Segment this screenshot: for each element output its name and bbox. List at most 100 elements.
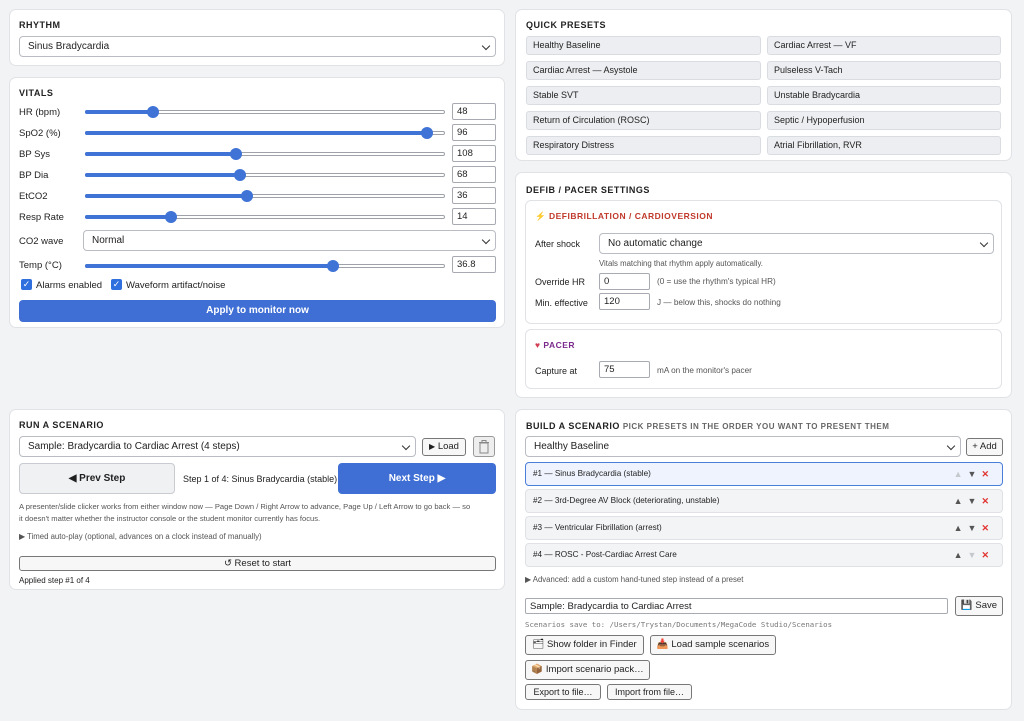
temp-slider[interactable] — [85, 259, 445, 273]
build-preset-select[interactable]: Healthy Baseline — [525, 436, 961, 457]
vital-label: BP Sys — [19, 149, 50, 160]
move-down-icon[interactable]: ▼ — [967, 496, 982, 506]
defib-section: ⚡ DEFIBRILLATION / CARDIOVERSION After s… — [525, 200, 1002, 324]
artifact-label: Waveform artifact/noise — [126, 280, 226, 291]
chevron-down-icon — [481, 235, 491, 245]
slider-thumb[interactable] — [421, 127, 433, 139]
scenario-step-label: #1 — Sinus Bradycardia (stable) — [533, 469, 651, 478]
artifact-checkbox[interactable]: ✓ — [111, 279, 122, 290]
vital-value[interactable]: 108 — [452, 145, 496, 162]
alarms-label: Alarms enabled — [36, 280, 103, 291]
run-card: RUN A SCENARIO Sample: Bradycardia to Ca… — [9, 409, 505, 590]
vital-slider[interactable] — [85, 126, 445, 140]
pacer-section: ♥ PACER Capture at 75 mA on the monitor'… — [525, 329, 1002, 389]
export-file-button[interactable]: Export to file… — [525, 684, 601, 700]
alarms-checkbox[interactable]: ✓ — [21, 279, 32, 290]
add-step-button[interactable]: + Add — [966, 438, 1003, 456]
import-file-button[interactable]: Import from file… — [607, 684, 692, 700]
slider-thumb[interactable] — [230, 148, 243, 160]
chevron-down-icon — [481, 41, 491, 51]
preset-button[interactable]: Atrial Fibrillation, RVR — [767, 136, 1001, 155]
slider-thumb[interactable] — [165, 211, 178, 223]
reset-button[interactable]: ↺ Reset to start — [19, 556, 496, 571]
scenario-name-input[interactable]: Sample: Bradycardia to Cardiac Arrest — [525, 598, 948, 614]
scenario-select[interactable]: Sample: Bradycardia to Cardiac Arrest (4… — [19, 436, 416, 457]
scenario-step[interactable]: #2 — 3rd-Degree AV Block (deteriorating,… — [525, 489, 1003, 513]
preset-button[interactable]: Stable SVT — [526, 86, 761, 105]
delete-button[interactable] — [473, 436, 495, 457]
vital-slider[interactable] — [85, 147, 445, 161]
vital-value[interactable]: 36 — [452, 187, 496, 204]
advanced-toggle[interactable]: ▶ Advanced: add a custom hand-tuned step… — [525, 575, 744, 584]
co2-wave-select[interactable]: Normal — [83, 230, 496, 251]
after-shock-label: After shock — [535, 239, 581, 249]
autoplay-toggle[interactable]: ▶ Timed auto-play (optional, advances on… — [19, 532, 262, 541]
lightning-icon: ⚡ — [535, 211, 547, 221]
preset-button[interactable]: Return of Circulation (ROSC) — [526, 111, 761, 130]
folder-icon: 🗂 — [532, 639, 545, 650]
clicker-help-2: it doesn't matter whether the instructor… — [19, 514, 321, 523]
vital-slider[interactable] — [85, 210, 445, 224]
preset-button[interactable]: Septic / Hypoperfusion — [767, 111, 1001, 130]
preset-button[interactable]: Pulseless V-Tach — [767, 61, 1001, 80]
temp-value[interactable]: 36.8 — [452, 256, 496, 273]
remove-icon[interactable]: ✕ — [981, 550, 994, 560]
scenario-step[interactable]: #3 — Ventricular Fibrillation (arrest) ▲▼… — [525, 516, 1003, 540]
slider-thumb[interactable] — [327, 260, 340, 272]
move-down-icon[interactable]: ▼ — [967, 550, 982, 560]
load-button[interactable]: ▶ Load — [422, 438, 466, 456]
scenario-step[interactable]: #1 — Sinus Bradycardia (stable) ▲▼✕ — [525, 462, 1003, 486]
slider-thumb[interactable] — [147, 106, 160, 118]
preset-button[interactable]: Healthy Baseline — [526, 36, 761, 55]
vital-slider[interactable] — [85, 189, 445, 203]
after-shock-select[interactable]: No automatic change — [599, 233, 994, 254]
move-up-icon[interactable]: ▲ — [953, 469, 968, 479]
remove-icon[interactable]: ✕ — [981, 496, 994, 506]
override-hr-note: (0 = use the rhythm's typical HR) — [657, 277, 776, 286]
min-effective-input[interactable]: 120 — [599, 293, 650, 310]
move-up-icon[interactable]: ▲ — [953, 550, 968, 560]
heart-icon: ♥ — [535, 340, 541, 350]
remove-icon[interactable]: ✕ — [981, 523, 994, 533]
move-down-icon[interactable]: ▼ — [967, 469, 982, 479]
defib-header: DEFIB / PACER SETTINGS — [526, 185, 650, 195]
min-effective-label: Min. effective — [535, 298, 588, 308]
capture-input[interactable]: 75 — [599, 361, 650, 378]
vital-slider[interactable] — [85, 168, 445, 182]
vital-slider[interactable] — [85, 105, 445, 119]
capture-note: mA on the monitor's pacer — [657, 366, 752, 375]
vital-value[interactable]: 14 — [452, 208, 496, 225]
vital-value[interactable]: 68 — [452, 166, 496, 183]
show-folder-button[interactable]: 🗂 Show folder in Finder — [525, 635, 644, 655]
override-hr-input[interactable]: 0 — [599, 273, 650, 290]
move-up-icon[interactable]: ▲ — [953, 523, 968, 533]
import-pack-button[interactable]: 📦 Import scenario pack… — [525, 660, 650, 680]
save-path: Scenarios save to: /Users/Trystan/Docume… — [525, 620, 833, 629]
slider-thumb[interactable] — [233, 169, 246, 181]
preset-button[interactable]: Cardiac Arrest — VF — [767, 36, 1001, 55]
move-down-icon[interactable]: ▼ — [967, 523, 982, 533]
vital-value[interactable]: 96 — [452, 124, 496, 141]
chevron-down-icon — [401, 441, 411, 451]
move-up-icon[interactable]: ▲ — [953, 496, 968, 506]
remove-icon[interactable]: ✕ — [981, 469, 994, 479]
save-button[interactable]: 💾 Save — [955, 596, 1003, 616]
apply-button[interactable]: Apply to monitor now — [19, 300, 496, 322]
pacer-title: ♥ PACER — [535, 340, 576, 350]
preset-button[interactable]: Unstable Bradycardia — [767, 86, 1001, 105]
rhythm-header: RHYTHM — [19, 20, 61, 30]
rhythm-select[interactable]: Sinus Bradycardia — [19, 36, 496, 57]
load-samples-button[interactable]: 📥 Load sample scenarios — [650, 635, 776, 655]
vitals-header: VITALS — [19, 88, 54, 98]
build-card: BUILD A SCENARIO PICK PRESETS IN THE ORDE… — [515, 409, 1012, 710]
slider-thumb[interactable] — [241, 190, 253, 202]
scenario-step[interactable]: #4 — ROSC - Post-Cardiac Arrest Care ▲▼✕ — [525, 543, 1003, 567]
build-header: BUILD A SCENARIO PICK PRESETS IN THE ORDE… — [526, 421, 890, 431]
scenario-step-label: #4 — ROSC - Post-Cardiac Arrest Care — [533, 550, 677, 559]
preset-button[interactable]: Cardiac Arrest — Asystole — [526, 61, 761, 80]
prev-step-button[interactable]: ◀ Prev Step — [19, 463, 175, 494]
vital-value[interactable]: 48 — [452, 103, 496, 120]
next-step-button[interactable]: Next Step ▶ — [338, 463, 496, 494]
preset-button[interactable]: Respiratory Distress — [526, 136, 761, 155]
disclosure-triangle-icon: ▶ — [19, 532, 25, 541]
